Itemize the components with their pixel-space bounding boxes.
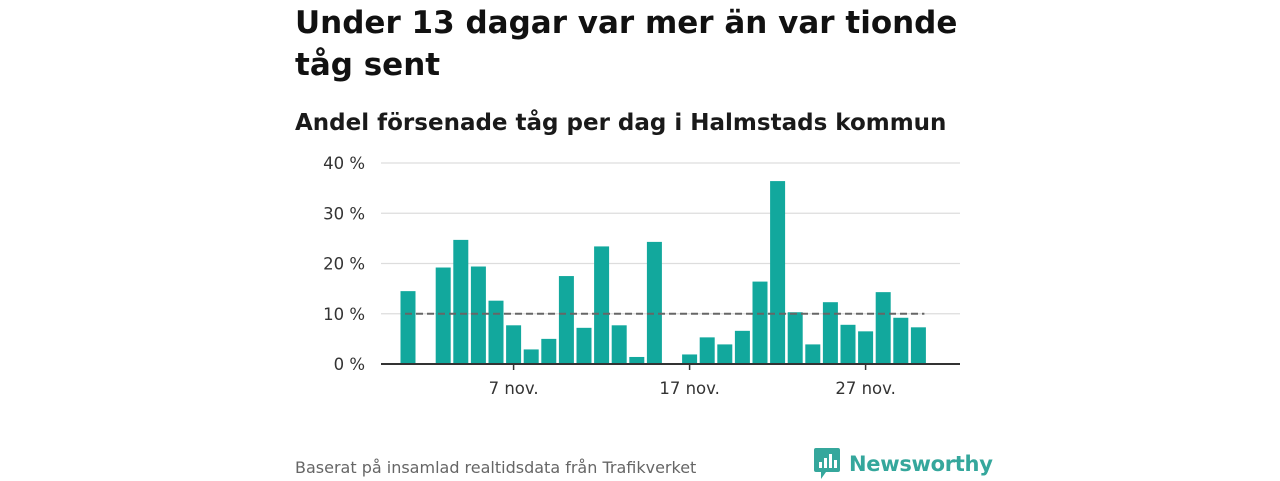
bar [629, 356, 645, 364]
bar [558, 276, 574, 364]
bar [717, 344, 733, 364]
newsworthy-logo[interactable]: Newsworthy [813, 447, 993, 481]
bar [470, 266, 486, 364]
bar [805, 344, 821, 364]
bar [541, 338, 557, 364]
x-tick-label: 7 nov. [489, 379, 539, 398]
bar [611, 325, 627, 364]
bar [488, 300, 504, 364]
bar [435, 267, 451, 364]
y-tick-label: 0 % [334, 355, 365, 374]
bar [822, 302, 838, 364]
bar [576, 327, 592, 364]
bar [858, 331, 874, 364]
bar [893, 317, 909, 364]
bar [523, 349, 539, 364]
bar [594, 246, 610, 364]
y-tick-label: 10 % [323, 305, 365, 324]
bar [752, 281, 768, 364]
bar [400, 291, 416, 364]
bar [910, 327, 926, 364]
chart-subtitle: Andel försenade tåg per dag i Halmstads … [295, 110, 947, 136]
bar [699, 337, 715, 364]
brand-name: Newsworthy [849, 452, 993, 476]
y-tick-label: 40 % [323, 154, 365, 173]
bar [682, 354, 698, 364]
bar [734, 330, 750, 364]
bar [646, 241, 662, 364]
y-tick-label: 20 % [323, 255, 365, 274]
bar [787, 312, 803, 364]
chart-title: Under 13 dagar var mer än var tionde tåg… [295, 5, 958, 83]
x-tick-label: 27 nov. [835, 379, 896, 398]
bar-chart: 0 % 10 % 20 % 30 % 40 % 7 nov. 17 nov. 27 nov. [323, 154, 960, 398]
x-tick-label: 17 nov. [659, 379, 720, 398]
bar [875, 292, 891, 364]
bar [840, 324, 856, 364]
bar [506, 325, 522, 364]
bar [453, 239, 469, 364]
newsworthy-logo-icon [814, 448, 840, 479]
bar [770, 181, 786, 364]
y-tick-label: 30 % [323, 204, 365, 223]
source-note: Baserat på insamlad realtidsdata från Tr… [295, 458, 697, 477]
